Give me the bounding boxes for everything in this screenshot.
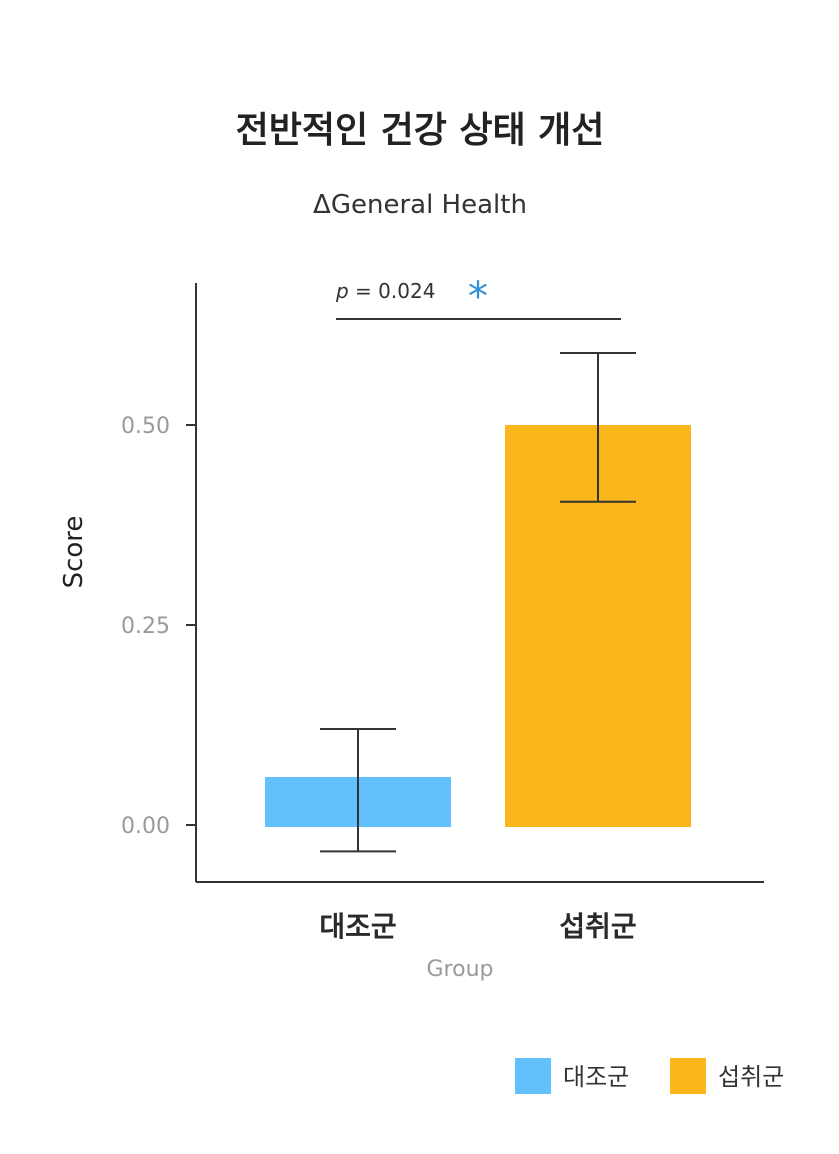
legend-swatch [670,1058,706,1094]
chart-title: 전반적인 건강 상태 개선 [236,110,605,151]
y-axis-label: Score [59,516,89,589]
significance-star: * [468,274,488,320]
legend: 대조군 섭취군 [515,1058,784,1094]
p-value-annotation: p = 0.024 [335,279,435,303]
y-tick-label: 0.25 [121,614,170,639]
y-tick-label: 0.00 [121,814,170,839]
legend-label: 대조군 [563,1063,629,1091]
x-tick-label: 대조군 [319,910,396,943]
chart-subtitle: ΔGeneral Health [313,190,527,220]
legend-label: 섭취군 [718,1063,784,1091]
x-tick-label: 섭취군 [559,910,636,943]
plot-area: 0.00 0.25 0.50 대조군 섭취군 [121,283,764,943]
y-tick-label: 0.50 [121,414,170,439]
p-symbol: p [335,279,349,303]
legend-swatch [515,1058,551,1094]
x-axis-label: Group [427,957,494,982]
p-value-text: = 0.024 [349,279,436,303]
